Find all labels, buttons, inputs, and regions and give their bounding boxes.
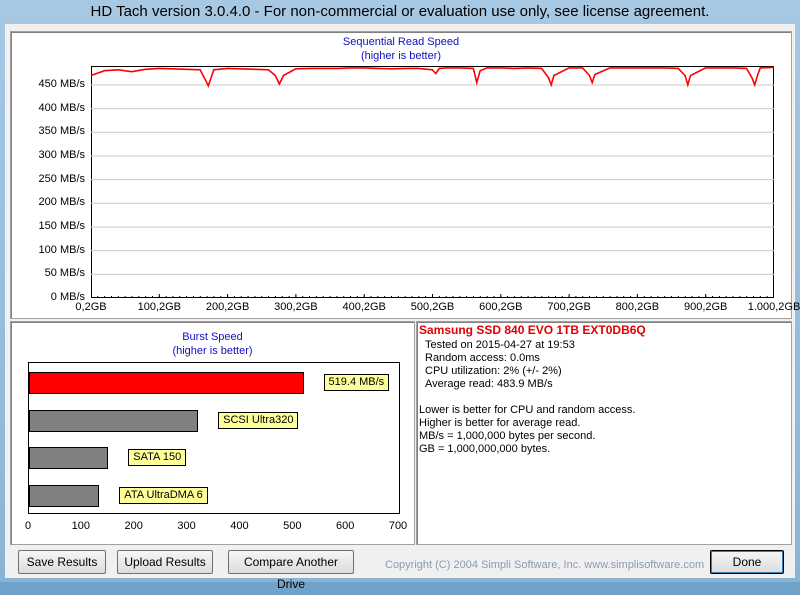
burst-bar-label: ATA UltraDMA 6 bbox=[119, 486, 208, 504]
sequential-read-panel: Sequential Read Speed (higher is better)… bbox=[10, 31, 800, 319]
seq-y-tick-label: 400 MB/s bbox=[38, 101, 85, 114]
seq-y-tick-label: 100 MB/s bbox=[38, 243, 85, 256]
seq-x-tick-label: 500,2GB bbox=[410, 301, 455, 313]
seq-y-tick-label: 150 MB/s bbox=[38, 219, 85, 232]
burst-speed-panel: Burst Speed (higher is better) 519.4 MB/… bbox=[10, 321, 415, 545]
burst-bar-reference bbox=[29, 447, 109, 469]
done-button[interactable]: Done bbox=[710, 550, 784, 574]
drive-name: Samsung SSD 840 EVO 1TB EXT0DB6Q bbox=[419, 323, 646, 337]
seq-y-tick-label: 250 MB/s bbox=[38, 172, 85, 185]
seq-x-tick-label: 600,2GB bbox=[479, 301, 523, 313]
average-read: Average read: 483.9 MB/s bbox=[425, 378, 553, 390]
burst-x-tick-label: 100 bbox=[71, 520, 91, 532]
burst-bar-label: SCSI Ultra320 bbox=[218, 411, 299, 429]
info-panel: Samsung SSD 840 EVO 1TB EXT0DB6Q Tested … bbox=[416, 321, 792, 545]
seq-y-tick-label: 0 MB/s bbox=[50, 291, 85, 303]
seq-chart-subtitle: (higher is better) bbox=[360, 50, 442, 62]
seq-y-tick-label: 200 MB/s bbox=[38, 196, 85, 209]
burst-x-tick-label: 0 bbox=[24, 520, 32, 532]
burst-bar-tested-drive bbox=[29, 372, 304, 394]
seq-plot-frame bbox=[91, 66, 774, 298]
seq-x-tick-label: 800,2GB bbox=[615, 301, 660, 313]
sequential-read-chart bbox=[91, 66, 774, 298]
seq-x-tick-label: 0,2GB bbox=[75, 301, 107, 313]
seq-read-series-line bbox=[91, 66, 774, 89]
seq-y-tick-label: 450 MB/s bbox=[38, 77, 85, 90]
burst-chart-subtitle: (higher is better) bbox=[172, 345, 253, 357]
note-higher-better: Higher is better for average read. bbox=[419, 417, 581, 429]
seq-y-tick-label: 350 MB/s bbox=[38, 125, 85, 138]
tested-on: Tested on 2015-04-27 at 19:53 bbox=[425, 339, 575, 351]
seq-chart-title: Sequential Read Speed bbox=[342, 36, 460, 48]
burst-x-tick-label: 600 bbox=[335, 520, 355, 532]
seq-x-tick-label: 900,2GB bbox=[683, 301, 728, 313]
burst-bar-reference bbox=[29, 409, 199, 432]
window-title: HD Tach version 3.0.4.0 - For non-commer… bbox=[90, 3, 710, 20]
burst-x-tick-label: 500 bbox=[283, 520, 302, 532]
upload-results-button[interactable]: Upload Results bbox=[117, 550, 213, 574]
burst-bar-label: SATA 150 bbox=[128, 449, 187, 466]
cpu-utilization: CPU utilization: 2% (+/- 2%) bbox=[425, 365, 562, 377]
compare-drive-button[interactable]: Compare Another Drive bbox=[228, 550, 354, 591]
seq-x-tick-label: 200,2GB bbox=[205, 301, 250, 313]
client-area: Sequential Read Speed (higher is better)… bbox=[5, 24, 800, 591]
burst-bar-label: 519.4 MB/s bbox=[323, 374, 390, 391]
seq-y-tick-label: 50 MB/s bbox=[44, 267, 85, 280]
note-lower-better: Lower is better for CPU and random acces… bbox=[419, 404, 636, 416]
save-results-button[interactable]: Save Results bbox=[18, 550, 106, 574]
burst-x-tick-label: 700 bbox=[388, 520, 408, 532]
seq-y-tick-label: 300 MB/s bbox=[38, 148, 85, 161]
random-access: Random access: 0.0ms bbox=[425, 352, 540, 364]
burst-x-tick-label: 300 bbox=[177, 520, 196, 532]
seq-x-tick-label: 700,2GB bbox=[547, 301, 591, 313]
burst-plot-area: 519.4 MB/s SCSI Ultra320 SATA 150 ATA Ultra… bbox=[28, 362, 400, 514]
seq-x-tick-label: 100,2GB bbox=[137, 301, 182, 313]
burst-bar-reference bbox=[29, 484, 100, 507]
note-gb-definition: GB = 1,000,000,000 bytes. bbox=[419, 443, 551, 455]
copyright-text: Copyright (C) 2004 Simpli Software, Inc.… bbox=[385, 559, 705, 571]
note-mbs-definition: MB/s = 1,000,000 bytes per second. bbox=[419, 430, 596, 442]
seq-x-tick-label: 300,2GB bbox=[274, 301, 318, 313]
seq-x-tick-label: 1.000,2GB bbox=[747, 301, 800, 313]
burst-chart-title: Burst Speed bbox=[182, 331, 243, 343]
burst-x-tick-label: 200 bbox=[124, 520, 143, 532]
seq-x-tick-label: 400,2GB bbox=[342, 301, 386, 313]
burst-x-tick-label: 400 bbox=[230, 520, 249, 532]
